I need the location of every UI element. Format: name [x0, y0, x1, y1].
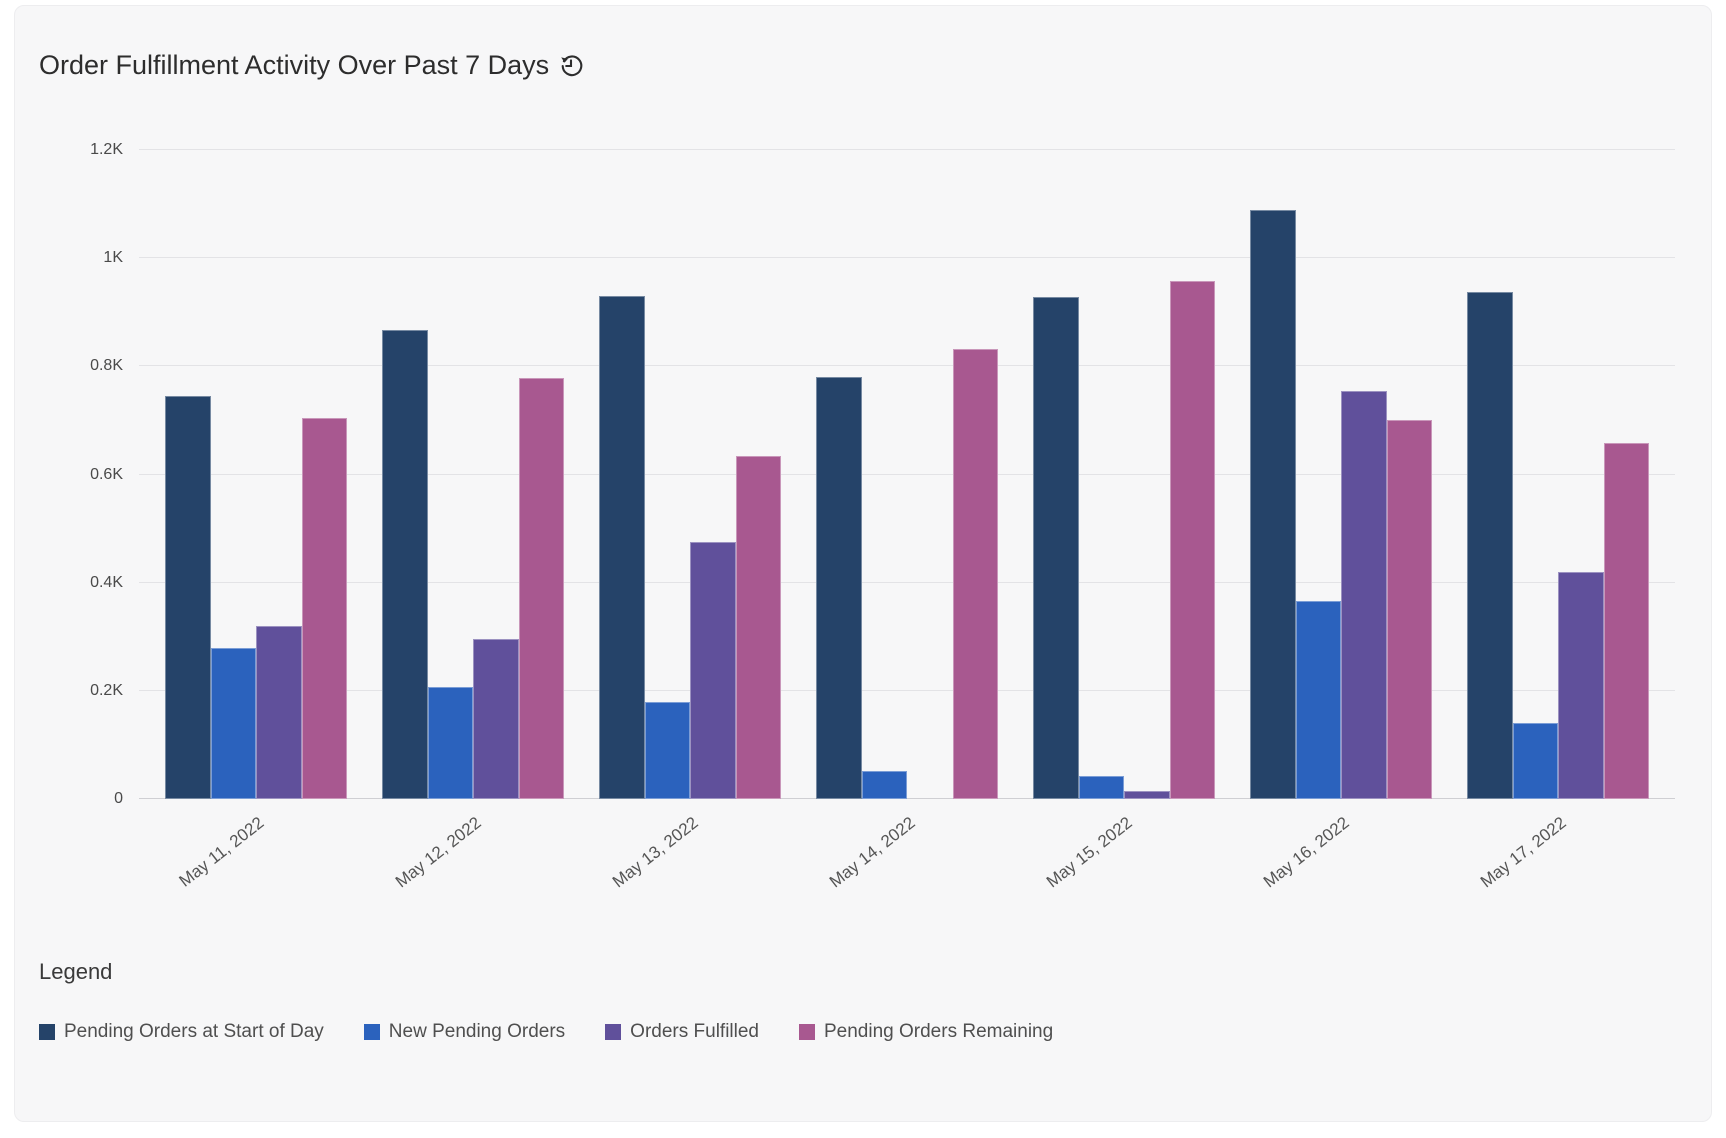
bar[interactable] [210, 647, 256, 799]
legend-label: Pending Orders Remaining [824, 1021, 1054, 1042]
gridline-1K: 1K [103, 249, 1675, 266]
x-axis-cell: May 17, 2022 [1467, 799, 1649, 949]
bar[interactable] [301, 417, 347, 799]
bar-chart: 0 0.2K 0.4K 0.6K 0.8K 1K 1.2K [90, 141, 1675, 807]
bar[interactable] [1033, 297, 1079, 799]
bar-group [599, 150, 781, 799]
x-axis-cell: May 13, 2022 [599, 799, 781, 949]
bar[interactable] [690, 542, 736, 799]
x-tick-label: May 17, 2022 [1476, 813, 1570, 892]
legend-item[interactable]: New Pending Orders [363, 1021, 566, 1043]
bar[interactable] [644, 701, 690, 799]
bar[interactable] [165, 396, 211, 799]
legend-label: Orders Fulfilled [630, 1021, 759, 1042]
x-axis-labels: May 11, 2022 May 12, 2022 May 13, 2022 May … [139, 799, 1675, 949]
y-tick-label: 0.4K [90, 573, 123, 591]
bar-group [1467, 150, 1649, 799]
gridline-0.4K: 0.4K [90, 574, 1675, 591]
bar[interactable] [427, 687, 473, 799]
x-tick-label: May 14, 2022 [825, 813, 919, 892]
bar[interactable] [952, 349, 998, 799]
bar-group [1250, 150, 1432, 799]
y-tick-label: 0.8K [90, 357, 123, 375]
chart-header: Order Fulfillment Activity Over Past 7 D… [39, 48, 1687, 82]
legend-item[interactable]: Pending Orders Remaining [799, 1021, 1053, 1043]
legend-swatch [605, 1024, 622, 1040]
bar[interactable] [1386, 419, 1432, 799]
legend-heading: Legend [39, 959, 113, 984]
x-tick-label: May 13, 2022 [608, 813, 702, 892]
y-tick-label: 1.2K [90, 141, 123, 158]
legend-swatch [363, 1024, 380, 1040]
gridline-0.6K: 0.6K [90, 466, 1675, 483]
legend-item[interactable]: Orders Fulfilled [605, 1021, 759, 1043]
bar[interactable] [1603, 443, 1649, 799]
legend-row: Pending Orders at Start of Day New Pendin… [39, 1021, 1687, 1043]
plot-area [139, 150, 1675, 799]
bar[interactable] [1295, 601, 1341, 799]
x-axis-cell: May 14, 2022 [816, 799, 998, 949]
legend-item[interactable]: Pending Orders at Start of Day [39, 1021, 324, 1043]
bar[interactable] [1341, 390, 1387, 799]
bar[interactable] [1512, 723, 1558, 799]
legend-label: New Pending Orders [388, 1021, 566, 1042]
history-clock-icon[interactable] [559, 54, 583, 78]
chart-title: Order Fulfillment Activity Over Past 7 D… [39, 50, 550, 80]
legend-swatch [39, 1024, 55, 1040]
bar[interactable] [256, 625, 302, 799]
bar-group [165, 150, 347, 799]
bar[interactable] [382, 329, 428, 799]
y-tick-label: 1K [103, 249, 123, 267]
bar[interactable] [1124, 791, 1170, 799]
x-axis-cell: May 15, 2022 [1033, 799, 1215, 949]
gridline-0.2K: 0.2K [90, 682, 1675, 699]
bar[interactable] [473, 638, 519, 799]
x-axis-cell: May 12, 2022 [382, 799, 564, 949]
bar[interactable] [518, 377, 564, 799]
x-tick-label: May 12, 2022 [391, 813, 485, 892]
bar[interactable] [1250, 209, 1296, 799]
bar[interactable] [1169, 281, 1215, 799]
chart-card: Order Fulfillment Activity Over Past 7 D… [14, 5, 1712, 1122]
bar[interactable] [861, 770, 907, 799]
x-axis-cell: May 16, 2022 [1250, 799, 1432, 949]
bar-group [1033, 150, 1215, 799]
legend-swatch [799, 1024, 815, 1040]
legend-label: Pending Orders at Start of Day [64, 1021, 324, 1042]
x-tick-label: May 16, 2022 [1259, 813, 1353, 892]
y-tick-label: 0.2K [90, 681, 123, 699]
x-axis-cell: May 11, 2022 [165, 799, 347, 949]
bar-group [816, 150, 998, 799]
bar[interactable] [735, 455, 781, 799]
x-tick-label: May 15, 2022 [1042, 813, 1136, 892]
gridline-1.2K: 1.2K [90, 141, 1675, 158]
y-tick-label: 0 [114, 790, 123, 807]
gridline-0: 0 [114, 790, 1675, 807]
bar[interactable] [599, 296, 645, 799]
bar[interactable] [816, 377, 862, 799]
bar[interactable] [1078, 775, 1124, 799]
x-tick-label: May 11, 2022 [175, 813, 268, 891]
y-tick-label: 0.6K [90, 465, 123, 483]
gridline-0.8K: 0.8K [90, 357, 1675, 374]
bar[interactable] [1467, 291, 1513, 799]
bar[interactable] [1558, 571, 1604, 799]
bar-group [382, 150, 564, 799]
